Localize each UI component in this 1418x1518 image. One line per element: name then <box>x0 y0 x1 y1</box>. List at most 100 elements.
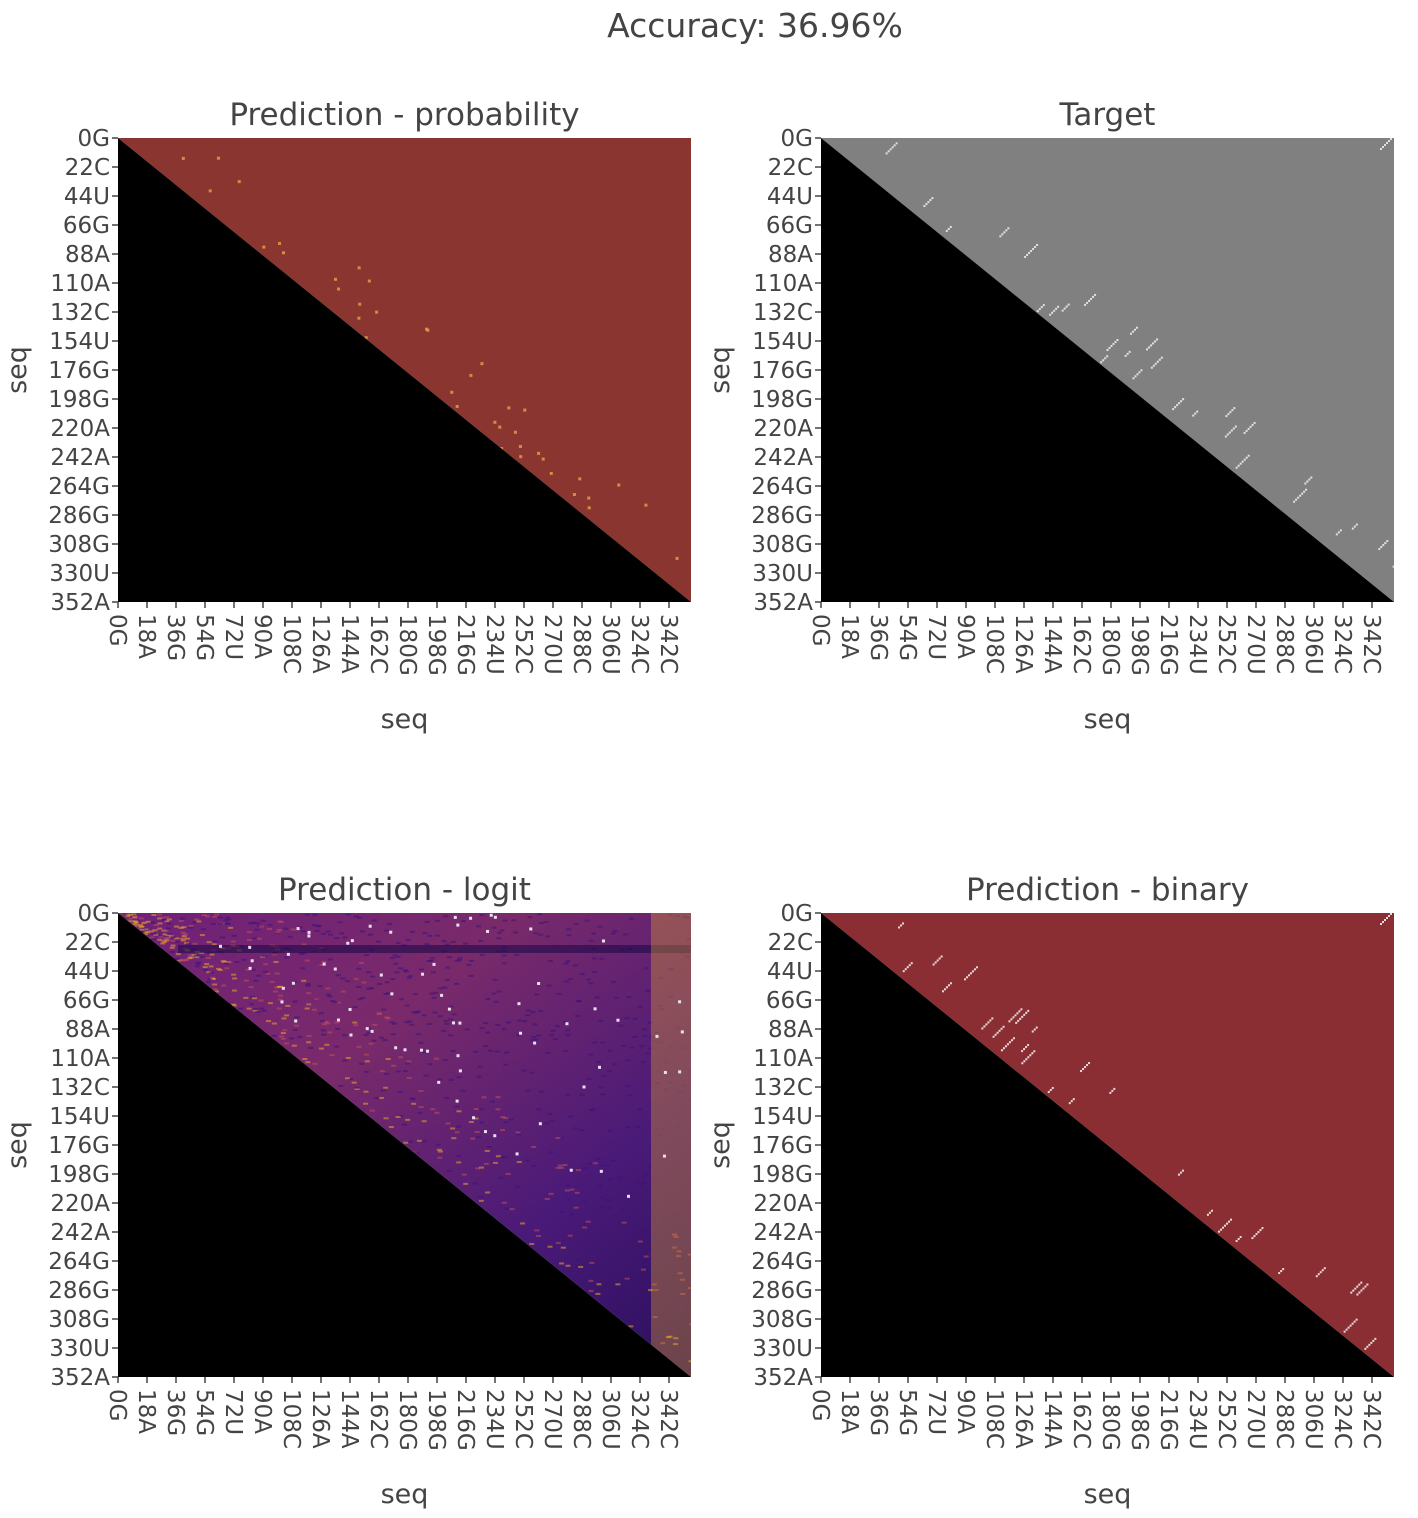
y-tick-label: 88A <box>768 1017 813 1043</box>
logit-cell <box>259 1007 265 1010</box>
logit-cell <box>653 1289 659 1292</box>
pair-point <box>1049 313 1052 316</box>
logit-cell <box>538 921 544 924</box>
logit-cell <box>565 928 571 931</box>
logit-point <box>248 945 252 949</box>
logit-cell <box>166 922 172 925</box>
probability-point <box>587 496 591 500</box>
logit-cell <box>612 1063 618 1066</box>
logit-cell <box>224 916 230 919</box>
pair-point <box>1397 562 1399 564</box>
logit-point <box>248 966 252 970</box>
logit-cell <box>621 1221 627 1224</box>
x-axis-label: seq <box>381 704 429 735</box>
y-tick-label: 176G <box>48 358 110 384</box>
y-tick-label: 286G <box>48 1278 110 1304</box>
pair-point <box>1021 1062 1024 1065</box>
logit-cell <box>267 924 273 927</box>
logit-cell <box>246 1007 252 1010</box>
logit-cell <box>414 1011 420 1014</box>
logit-cell <box>384 1016 390 1019</box>
pair-point <box>1237 464 1240 467</box>
logit-point <box>593 1007 597 1011</box>
logit-cell <box>421 1014 427 1017</box>
probability-point <box>216 156 220 160</box>
pair-point <box>1158 358 1161 361</box>
pair-point <box>1025 1011 1028 1014</box>
logit-cell <box>569 1188 575 1191</box>
logit-cell <box>479 1027 485 1030</box>
logit-cell <box>121 914 127 917</box>
logit-cell <box>206 941 212 944</box>
logit-cell <box>503 1116 509 1119</box>
logit-cell <box>591 957 597 960</box>
logit-cell <box>205 957 211 960</box>
logit-cell <box>433 991 439 994</box>
logit-cell <box>182 933 188 936</box>
logit-cell <box>607 1207 613 1210</box>
logit-cell <box>496 937 502 940</box>
logit-cell <box>444 1096 450 1099</box>
logit-cell <box>645 989 651 992</box>
probability-point <box>617 483 621 487</box>
logit-point <box>469 916 473 920</box>
x-tick-label: 180G <box>394 614 420 676</box>
logit-cell <box>194 954 200 957</box>
logit-cell <box>221 984 227 987</box>
logit-cell <box>405 1062 411 1065</box>
panels-group: Prediction - probability 0G 22C 44U 66G 88A 11… <box>2 97 1401 1510</box>
pair-point <box>1138 371 1141 374</box>
pair-point <box>1349 1324 1352 1327</box>
logit-cell <box>492 1161 498 1164</box>
logit-cell <box>292 1028 298 1031</box>
probability-point <box>262 245 266 249</box>
logit-cell <box>133 921 139 924</box>
pair-point <box>1172 408 1175 411</box>
pair-point <box>1000 1049 1003 1052</box>
logit-cell <box>565 1093 571 1096</box>
pair-point <box>1033 1028 1036 1031</box>
logit-cell <box>272 990 278 993</box>
pair-point <box>1025 1046 1028 1049</box>
pair-point <box>1235 1240 1238 1243</box>
logit-cell <box>640 1268 646 1271</box>
pair-point <box>1032 247 1035 250</box>
logit-cell <box>592 970 598 973</box>
logit-point <box>421 972 425 976</box>
x-tick-label: 288C <box>568 1389 594 1449</box>
logit-cell <box>173 937 179 940</box>
pair-point <box>1399 560 1401 562</box>
pair-point <box>1374 1337 1377 1340</box>
logit-cell <box>607 1049 613 1052</box>
pair-point <box>1027 1056 1030 1059</box>
logit-cell <box>164 916 170 919</box>
pair-point <box>931 197 934 200</box>
logit-cell <box>547 1245 553 1248</box>
x-tick-label: 180G <box>394 1389 420 1451</box>
logit-cell <box>256 937 262 940</box>
logit-cell <box>382 1039 388 1042</box>
logit-cell <box>446 1169 452 1172</box>
logit-cell <box>220 960 226 963</box>
logit-cell <box>385 1058 391 1061</box>
logit-cell <box>537 913 543 916</box>
logit-cell <box>491 926 497 929</box>
logit-cell <box>353 977 359 980</box>
logit-cell <box>689 1323 691 1326</box>
logit-cell <box>478 1199 484 1202</box>
y-tick-label: 176G <box>751 358 813 384</box>
x-tick-label: 324C <box>626 614 652 674</box>
logit-cell <box>226 918 232 921</box>
logit-cell <box>648 1165 654 1168</box>
logit-cell <box>578 1265 584 1268</box>
logit-cell <box>485 1191 491 1194</box>
logit-cell <box>269 980 275 983</box>
logit-cell <box>479 914 485 917</box>
logit-cell <box>274 972 280 975</box>
y-tick-label: 352A <box>753 590 813 616</box>
pair-point <box>1006 1043 1009 1046</box>
logit-cell <box>665 1336 671 1339</box>
logit-cell <box>554 1025 560 1028</box>
pair-point <box>1257 1231 1260 1234</box>
logit-cell <box>641 1181 647 1184</box>
